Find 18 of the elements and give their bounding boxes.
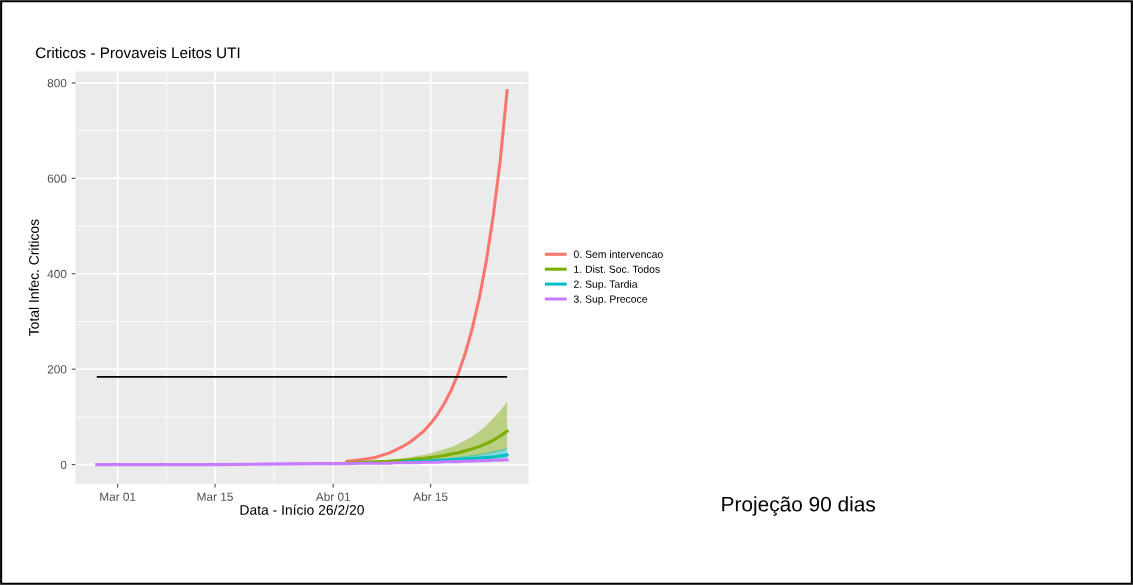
legend-label: 3. Sup. Precoce — [573, 295, 648, 305]
x-tick-label: Abr 15 — [413, 492, 448, 501]
y-tick-label: 200 — [47, 365, 67, 374]
y-tick-label: 800 — [47, 78, 67, 88]
y-tick-label: 0 — [60, 460, 67, 469]
x-axis-title: Data - Início 26/2/20 — [240, 504, 364, 515]
y-tick-label: 600 — [47, 174, 67, 183]
x-tick-label: Mar 01 — [100, 492, 136, 501]
text: Projeção 90 dias — [722, 496, 876, 516]
line-series — [345, 89, 509, 463]
y-tick-label: 400 — [47, 269, 67, 279]
x-tick-label: Mar 15 — [197, 492, 233, 501]
x-tick-label: Abr 01 — [315, 492, 351, 501]
legend-label: 1. Dist. Soc. Todos — [574, 265, 660, 273]
chart-title: Criticos - Provaveis Leitos UTI — [36, 46, 240, 59]
legend-label: 0. Sem intervencao — [573, 250, 663, 258]
y-axis-title: Total Infec. Criticos — [28, 219, 39, 336]
legend-label: 2. Sup. Tardia — [574, 280, 638, 290]
